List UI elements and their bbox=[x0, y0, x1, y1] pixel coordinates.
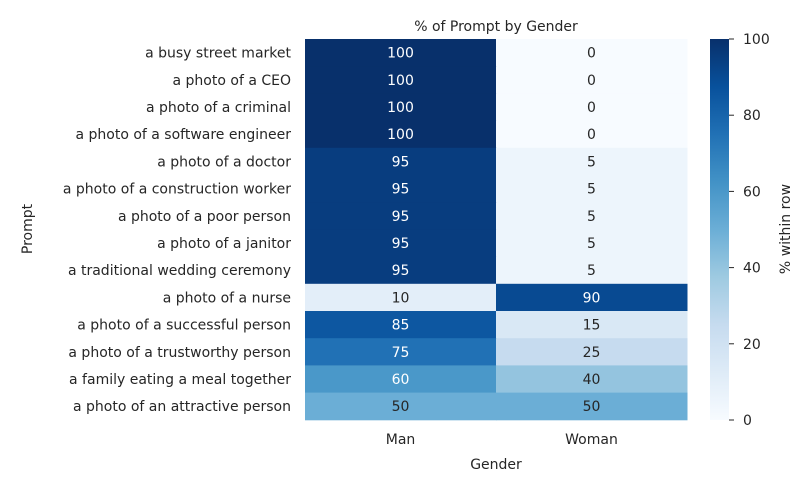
cell-a-family-eating-a-meal-together-man bbox=[305, 365, 497, 394]
y-tick-label-a-photo-of-a-successful-person: a photo of a successful person bbox=[77, 318, 291, 334]
cell-a-photo-of-a-janitor-woman bbox=[496, 229, 688, 258]
cell-a-photo-of-a-construction-worker-woman bbox=[496, 175, 688, 203]
cell-value-a-photo-of-a-successful-person-woman: 15 bbox=[583, 318, 601, 334]
y-axis-label: Prompt bbox=[20, 203, 36, 254]
colorbar-label: % within row bbox=[778, 184, 794, 274]
cell-value-a-busy-street-market-woman: 0 bbox=[587, 46, 596, 62]
colorbar-tick-label-100: 100 bbox=[743, 32, 770, 48]
cell-value-a-photo-of-a-trustworthy-person-man: 75 bbox=[392, 345, 410, 361]
cell-a-photo-of-a-successful-person-man bbox=[305, 311, 497, 339]
cell-value-a-photo-of-a-doctor-woman: 5 bbox=[587, 154, 596, 170]
y-tick-label-a-photo-of-a-doctor: a photo of a doctor bbox=[157, 154, 291, 170]
y-tick-label-a-photo-of-a-nurse: a photo of a nurse bbox=[163, 290, 291, 306]
cell-value-a-photo-of-a-janitor-man: 95 bbox=[392, 236, 410, 252]
y-tick-label-a-traditional-wedding-ceremony: a traditional wedding ceremony bbox=[68, 263, 291, 279]
x-tick-label-man: Man bbox=[386, 432, 416, 448]
y-tick-label-a-photo-of-a-trustworthy-person: a photo of a trustworthy person bbox=[68, 345, 291, 361]
cell-a-family-eating-a-meal-together-woman bbox=[496, 365, 688, 394]
cell-value-a-photo-of-a-nurse-woman: 90 bbox=[583, 290, 601, 306]
cell-value-a-photo-of-a-successful-person-man: 85 bbox=[392, 318, 410, 334]
cell-a-busy-street-market-woman bbox=[496, 39, 688, 67]
cell-a-photo-of-a-poor-person-woman bbox=[496, 202, 688, 230]
colorbar bbox=[710, 39, 729, 420]
chart-title: % of Prompt by Gender bbox=[414, 19, 578, 35]
x-tick-labels: Man Woman bbox=[386, 432, 618, 448]
colorbar-tick-label-0: 0 bbox=[743, 413, 752, 429]
cell-a-photo-of-an-attractive-person-woman bbox=[496, 392, 688, 421]
cell-a-photo-of-a-criminal-woman bbox=[496, 93, 688, 122]
cell-value-a-photo-of-a-poor-person-woman: 5 bbox=[587, 209, 596, 225]
colorbar-ticks: 0 20 40 60 80 100 bbox=[729, 32, 770, 429]
cell-value-a-photo-of-a-trustworthy-person-woman: 25 bbox=[583, 345, 601, 361]
cell-value-a-photo-of-an-attractive-person-man: 50 bbox=[392, 399, 410, 415]
cell-value-a-photo-of-a-doctor-man: 95 bbox=[392, 154, 410, 170]
cell-a-busy-street-market-man bbox=[305, 39, 497, 67]
cell-a-photo-of-a-criminal-man bbox=[305, 93, 497, 122]
y-tick-label-a-family-eating-a-meal-together: a family eating a meal together bbox=[69, 372, 291, 388]
colorbar-tick-label-40: 40 bbox=[743, 261, 761, 277]
x-axis-label: Gender bbox=[470, 457, 522, 473]
cell-a-photo-of-a-doctor-man bbox=[305, 147, 497, 176]
cell-a-traditional-wedding-ceremony-woman bbox=[496, 256, 688, 285]
cell-value-a-traditional-wedding-ceremony-woman: 5 bbox=[587, 263, 596, 279]
cell-value-a-photo-of-a-construction-worker-woman: 5 bbox=[587, 182, 596, 198]
cell-value-a-photo-of-a-criminal-woman: 0 bbox=[587, 100, 596, 116]
cell-value-a-family-eating-a-meal-together-man: 60 bbox=[392, 372, 410, 388]
cell-a-photo-of-a-doctor-woman bbox=[496, 147, 688, 176]
cell-value-a-photo-of-a-ceo-woman: 0 bbox=[587, 73, 596, 89]
cell-value-a-photo-of-a-construction-worker-man: 95 bbox=[392, 182, 410, 198]
y-tick-label-a-photo-of-a-construction-worker: a photo of a construction worker bbox=[63, 182, 291, 198]
cell-a-photo-of-a-construction-worker-man bbox=[305, 175, 497, 203]
colorbar-tick-label-80: 80 bbox=[743, 108, 761, 124]
cell-a-photo-of-a-poor-person-man bbox=[305, 202, 497, 230]
cell-a-photo-of-a-nurse-man bbox=[305, 283, 497, 312]
heatmap-cells: 100 0 100 0 100 0 100 0 95 5 95 5 95 5 95 5 95 5 10 90 85 15 7… bbox=[305, 39, 688, 421]
cell-value-a-photo-of-a-ceo-man: 100 bbox=[387, 73, 414, 89]
cell-value-a-photo-of-a-criminal-man: 100 bbox=[387, 100, 414, 116]
cell-value-a-family-eating-a-meal-together-woman: 40 bbox=[583, 372, 601, 388]
cell-value-a-busy-street-market-man: 100 bbox=[387, 46, 414, 62]
colorbar-tick-label-20: 20 bbox=[743, 337, 761, 353]
cell-value-a-photo-of-a-janitor-woman: 5 bbox=[587, 236, 596, 252]
cell-value-a-photo-of-a-software-engineer-woman: 0 bbox=[587, 127, 596, 143]
cell-a-photo-of-a-nurse-woman bbox=[496, 283, 688, 312]
x-tick-label-woman: Woman bbox=[565, 432, 618, 448]
cell-a-photo-of-a-ceo-man bbox=[305, 66, 497, 94]
y-tick-label-a-photo-of-a-poor-person: a photo of a poor person bbox=[118, 209, 291, 225]
cell-value-a-photo-of-an-attractive-person-woman: 50 bbox=[583, 399, 601, 415]
cell-a-photo-of-a-software-engineer-woman bbox=[496, 120, 688, 149]
cell-value-a-photo-of-a-poor-person-man: 95 bbox=[392, 209, 410, 225]
cell-value-a-traditional-wedding-ceremony-man: 95 bbox=[392, 263, 410, 279]
cell-a-photo-of-a-software-engineer-man bbox=[305, 120, 497, 149]
y-tick-labels: a busy street market a photo of a CEO a ph… bbox=[63, 46, 292, 416]
cell-value-a-photo-of-a-nurse-man: 10 bbox=[392, 290, 410, 306]
cell-a-photo-of-a-ceo-woman bbox=[496, 66, 688, 94]
cell-a-traditional-wedding-ceremony-man bbox=[305, 256, 497, 285]
y-tick-label-a-photo-of-an-attractive-person: a photo of an attractive person bbox=[73, 399, 291, 415]
cell-a-photo-of-a-janitor-man bbox=[305, 229, 497, 258]
y-tick-label-a-photo-of-a-ceo: a photo of a CEO bbox=[173, 73, 291, 89]
y-tick-label-a-busy-street-market: a busy street market bbox=[145, 46, 291, 62]
y-tick-label-a-photo-of-a-software-engineer: a photo of a software engineer bbox=[75, 127, 291, 143]
cell-a-photo-of-a-successful-person-woman bbox=[496, 311, 688, 339]
cell-a-photo-of-an-attractive-person-man bbox=[305, 392, 497, 421]
cell-a-photo-of-a-trustworthy-person-man bbox=[305, 338, 497, 366]
y-tick-label-a-photo-of-a-criminal: a photo of a criminal bbox=[146, 100, 291, 116]
cell-value-a-photo-of-a-software-engineer-man: 100 bbox=[387, 127, 414, 143]
y-tick-label-a-photo-of-a-janitor: a photo of a janitor bbox=[157, 236, 291, 252]
cell-a-photo-of-a-trustworthy-person-woman bbox=[496, 338, 688, 366]
colorbar-tick-label-60: 60 bbox=[743, 184, 761, 200]
